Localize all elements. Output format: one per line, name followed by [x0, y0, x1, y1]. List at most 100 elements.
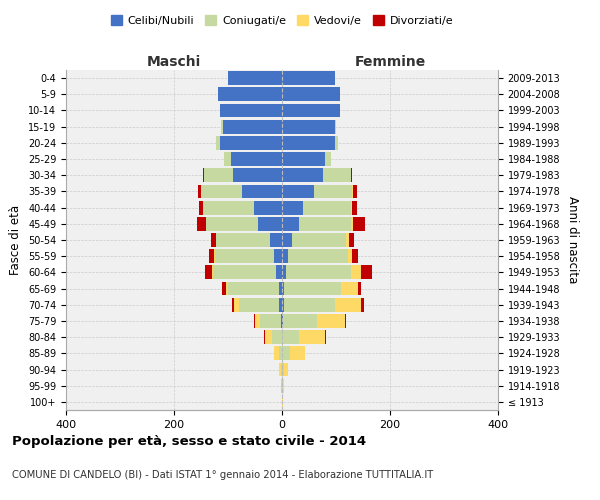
- Bar: [281, 362, 282, 376]
- Bar: [314, 184, 352, 198]
- Bar: [284, 282, 341, 296]
- Bar: [199, 200, 203, 214]
- Bar: [280, 298, 282, 312]
- Bar: [197, 217, 206, 230]
- Bar: [352, 250, 358, 263]
- Bar: [344, 314, 346, 328]
- Bar: [211, 233, 215, 247]
- Bar: [282, 120, 335, 134]
- Bar: [203, 168, 204, 182]
- Bar: [361, 298, 364, 312]
- Bar: [348, 250, 352, 263]
- Bar: [214, 266, 275, 280]
- Bar: [282, 233, 292, 247]
- Bar: [284, 298, 335, 312]
- Bar: [335, 136, 338, 149]
- Bar: [323, 168, 350, 182]
- Bar: [282, 298, 284, 312]
- Bar: [204, 168, 233, 182]
- Bar: [317, 314, 344, 328]
- Bar: [335, 120, 336, 134]
- Bar: [341, 282, 358, 296]
- Bar: [228, 282, 280, 296]
- Bar: [265, 330, 272, 344]
- Bar: [230, 152, 282, 166]
- Bar: [232, 298, 235, 312]
- Legend: Celibi/Nubili, Coniugati/e, Vedovi/e, Divorziati/e: Celibi/Nubili, Coniugati/e, Vedovi/e, Di…: [106, 10, 458, 30]
- Bar: [284, 362, 289, 376]
- Bar: [299, 217, 350, 230]
- Bar: [282, 250, 289, 263]
- Bar: [283, 314, 317, 328]
- Bar: [299, 330, 325, 344]
- Bar: [235, 298, 239, 312]
- Bar: [282, 346, 290, 360]
- Bar: [283, 379, 284, 392]
- Bar: [361, 266, 371, 280]
- Bar: [282, 168, 323, 182]
- Y-axis label: Anni di nascita: Anni di nascita: [566, 196, 578, 284]
- Bar: [205, 266, 212, 280]
- Bar: [258, 217, 282, 230]
- Bar: [233, 168, 282, 182]
- Bar: [279, 346, 282, 360]
- Bar: [215, 136, 220, 149]
- Bar: [255, 314, 260, 328]
- Bar: [263, 330, 265, 344]
- Bar: [280, 282, 282, 296]
- Bar: [220, 136, 282, 149]
- Text: Popolazione per età, sesso e stato civile - 2014: Popolazione per età, sesso e stato civil…: [12, 435, 366, 448]
- Text: Maschi: Maschi: [147, 55, 201, 69]
- Bar: [201, 184, 241, 198]
- Bar: [274, 346, 279, 360]
- Bar: [212, 266, 214, 280]
- Bar: [282, 152, 325, 166]
- Bar: [282, 136, 335, 149]
- Bar: [270, 233, 282, 247]
- Bar: [239, 298, 280, 312]
- Bar: [353, 217, 365, 230]
- Bar: [203, 200, 254, 214]
- Bar: [198, 184, 201, 198]
- Bar: [325, 152, 331, 166]
- Text: Femmine: Femmine: [355, 55, 425, 69]
- Bar: [282, 282, 284, 296]
- Bar: [290, 346, 305, 360]
- Bar: [216, 233, 270, 247]
- Bar: [351, 266, 361, 280]
- Bar: [218, 88, 282, 101]
- Bar: [254, 314, 255, 328]
- Bar: [325, 330, 326, 344]
- Bar: [281, 314, 282, 328]
- Bar: [282, 104, 340, 118]
- Bar: [226, 282, 228, 296]
- Bar: [282, 362, 284, 376]
- Bar: [292, 233, 346, 247]
- Bar: [353, 184, 357, 198]
- Bar: [286, 266, 351, 280]
- Bar: [349, 233, 355, 247]
- Bar: [221, 120, 223, 134]
- Bar: [335, 298, 361, 312]
- Bar: [346, 233, 349, 247]
- Bar: [282, 314, 283, 328]
- Bar: [289, 250, 348, 263]
- Bar: [274, 250, 282, 263]
- Bar: [282, 330, 299, 344]
- Text: COMUNE DI CANDELO (BI) - Dati ISTAT 1° gennaio 2014 - Elaborazione TUTTITALIA.IT: COMUNE DI CANDELO (BI) - Dati ISTAT 1° g…: [12, 470, 433, 480]
- Bar: [282, 266, 286, 280]
- Bar: [302, 200, 351, 214]
- Bar: [206, 217, 258, 230]
- Bar: [209, 250, 214, 263]
- Bar: [224, 152, 230, 166]
- Bar: [241, 184, 282, 198]
- Bar: [358, 282, 361, 296]
- Bar: [223, 120, 282, 134]
- Bar: [254, 200, 282, 214]
- Y-axis label: Fasce di età: Fasce di età: [10, 205, 22, 275]
- Bar: [272, 330, 282, 344]
- Bar: [275, 266, 282, 280]
- Bar: [351, 200, 352, 214]
- Bar: [282, 184, 314, 198]
- Bar: [352, 200, 356, 214]
